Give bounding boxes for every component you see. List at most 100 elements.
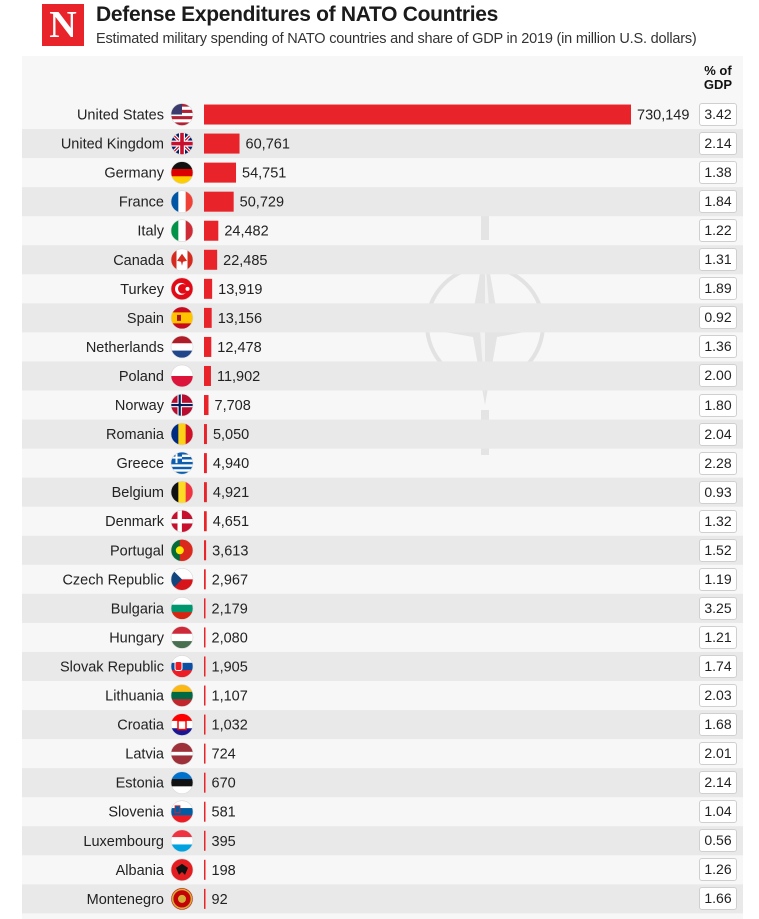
- chart-row: Denmark 4,651: [105, 509, 249, 533]
- bar: [204, 685, 206, 706]
- bar: [204, 540, 207, 561]
- gdp-share-label: 1.80: [699, 393, 737, 417]
- chart-row: Hungary 2,080: [109, 626, 248, 649]
- chart-row: Latvia 724: [125, 742, 236, 765]
- turkey-flag-icon: [171, 277, 193, 300]
- value-label: 5,050: [213, 427, 249, 443]
- country-label: Greece: [116, 456, 164, 472]
- bar: [204, 453, 207, 474]
- country-label: Estonia: [116, 776, 165, 792]
- gdp-share-label: 2.14: [699, 771, 737, 795]
- chart-row: Canada 22,485: [22, 245, 743, 275]
- us-flag-icon: [171, 103, 193, 126]
- gdp-share-label: 1.21: [699, 625, 737, 649]
- gdp-share-label: 2.28: [699, 451, 737, 475]
- bar: [204, 511, 207, 532]
- value-label: 92: [212, 892, 228, 908]
- value-label: 50,729: [240, 195, 284, 211]
- chart-row: Albania 198: [116, 858, 236, 882]
- bar: [204, 801, 206, 822]
- country-label: Denmark: [105, 514, 165, 530]
- chart-row: Estonia 670: [22, 768, 743, 798]
- latvia-flag-icon: [171, 742, 193, 765]
- country-label: Albania: [116, 863, 165, 879]
- value-label: 4,651: [213, 514, 249, 530]
- value-label: 7,708: [215, 398, 251, 414]
- croatia-flag-icon: [171, 713, 193, 736]
- value-label: 1,032: [212, 718, 248, 734]
- bar: [204, 395, 209, 416]
- chart-row: Slovenia 581: [108, 800, 236, 824]
- portugal-flag-icon: [171, 539, 193, 562]
- gdp-share-label: 1.84: [699, 190, 737, 214]
- gdp-share-label: 1.04: [699, 800, 737, 824]
- row-stripe: [22, 477, 743, 507]
- row-stripe: [22, 419, 743, 449]
- albania-flag-icon: [171, 858, 193, 881]
- germany-flag-icon: [171, 161, 193, 184]
- newsweek-logo: N: [42, 4, 84, 46]
- gdp-share-label: 2.00: [699, 364, 737, 388]
- chart-row: France 50,729: [22, 187, 743, 217]
- value-label: 730,149: [637, 108, 689, 124]
- value-label: 22,485: [223, 253, 267, 269]
- gdp-share-label: 1.19: [699, 567, 737, 591]
- chart-row: Lithuania 1,107: [105, 684, 248, 707]
- row-stripe: [22, 535, 743, 565]
- gdp-column-header: % of GDP: [703, 63, 733, 92]
- france-flag-icon: [171, 190, 193, 213]
- gdp-share-label: 1.36: [699, 335, 737, 359]
- country-label: Luxembourg: [83, 834, 164, 850]
- country-label: Latvia: [125, 747, 165, 763]
- gdp-share-label: 3.25: [699, 596, 737, 620]
- value-label: 1,905: [212, 659, 248, 675]
- value-label: 2,179: [212, 601, 248, 617]
- gdp-share-label: 3.42: [699, 103, 737, 127]
- country-label: Portugal: [110, 543, 164, 559]
- chart-row: United Kingdom 60,761: [22, 129, 743, 159]
- gdp-share-label: 0.92: [699, 306, 737, 330]
- country-label: Lithuania: [105, 689, 165, 705]
- country-label: Belgium: [112, 485, 164, 501]
- value-label: 724: [212, 747, 236, 763]
- bar: [204, 888, 206, 909]
- belgium-flag-icon: [171, 481, 193, 504]
- country-label: United Kingdom: [61, 137, 164, 153]
- bar: [204, 162, 237, 183]
- row-stripe: [22, 303, 743, 333]
- value-label: 24,482: [224, 224, 268, 240]
- country-label: France: [119, 195, 164, 211]
- lithuania-flag-icon: [171, 684, 193, 707]
- chart-row: Norway 7,708: [115, 393, 251, 417]
- value-label: 2,967: [212, 572, 248, 588]
- montenegro-flag-icon: [171, 887, 193, 910]
- chart-row: Montenegro 92: [22, 884, 743, 914]
- bar: [204, 569, 206, 590]
- chart-row: Portugal 3,613: [22, 535, 743, 565]
- country-label: Bulgaria: [111, 601, 165, 617]
- luxembourg-flag-icon: [171, 829, 193, 852]
- row-stripe: [22, 768, 743, 798]
- bar: [204, 424, 207, 445]
- gdp-share-label: 1.66: [699, 887, 737, 911]
- chart-row: Germany 54,751: [104, 161, 286, 184]
- bar: [204, 714, 206, 735]
- slovakia-flag-icon: [171, 655, 193, 678]
- row-stripe: [22, 245, 743, 275]
- value-label: 581: [212, 805, 236, 821]
- value-label: 395: [212, 834, 236, 850]
- row-stripe: [22, 129, 743, 159]
- chart-row: Italy 24,482: [137, 219, 269, 243]
- row-stripe: [22, 593, 743, 623]
- bar: [204, 859, 206, 880]
- country-label: United States: [77, 108, 164, 124]
- country-label: Czech Republic: [62, 572, 164, 588]
- estonia-flag-icon: [171, 771, 193, 794]
- value-label: 4,940: [213, 456, 249, 472]
- gdp-share-label: 1.68: [699, 713, 737, 737]
- bar: [204, 133, 240, 154]
- row-stripe: [22, 361, 743, 391]
- romania-flag-icon: [171, 423, 193, 446]
- gdp-share-label: 2.01: [699, 742, 737, 766]
